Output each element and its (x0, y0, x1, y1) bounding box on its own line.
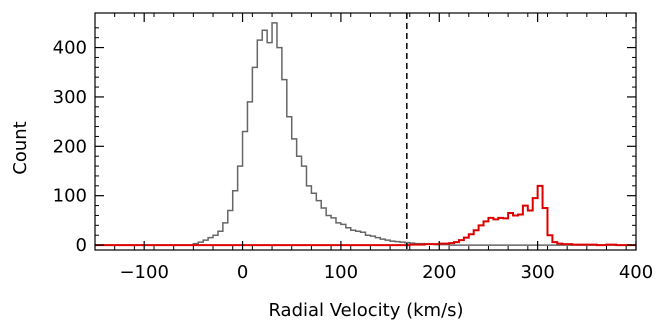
x-tick-label: 300 (520, 262, 554, 283)
axis-ticks (94, 13, 637, 250)
y-tick-label: 300 (53, 87, 87, 108)
x-tick-label: 0 (237, 262, 248, 283)
y-tick-label: 400 (53, 38, 87, 59)
x-tick-label: 200 (422, 262, 456, 283)
x-tick-label: 100 (324, 262, 358, 283)
y-tick-label: 0 (76, 235, 87, 256)
plot-area (95, 13, 636, 250)
histogram-series-1 (95, 22, 636, 246)
x-tick-label: −100 (119, 262, 168, 283)
tick-labels: −100 0 100 200 300 400 0 100 200 300 400 (53, 38, 654, 283)
histogram-series-2 (95, 184, 636, 247)
x-tick-label: 400 (619, 262, 653, 283)
y-axis-label: Count (10, 121, 31, 174)
y-tick-label: 100 (53, 186, 87, 207)
plot-frame (94, 12, 637, 251)
y-tick-label: 200 (53, 136, 87, 157)
x-axis-label: Radial Velocity (km/s) (268, 300, 463, 321)
